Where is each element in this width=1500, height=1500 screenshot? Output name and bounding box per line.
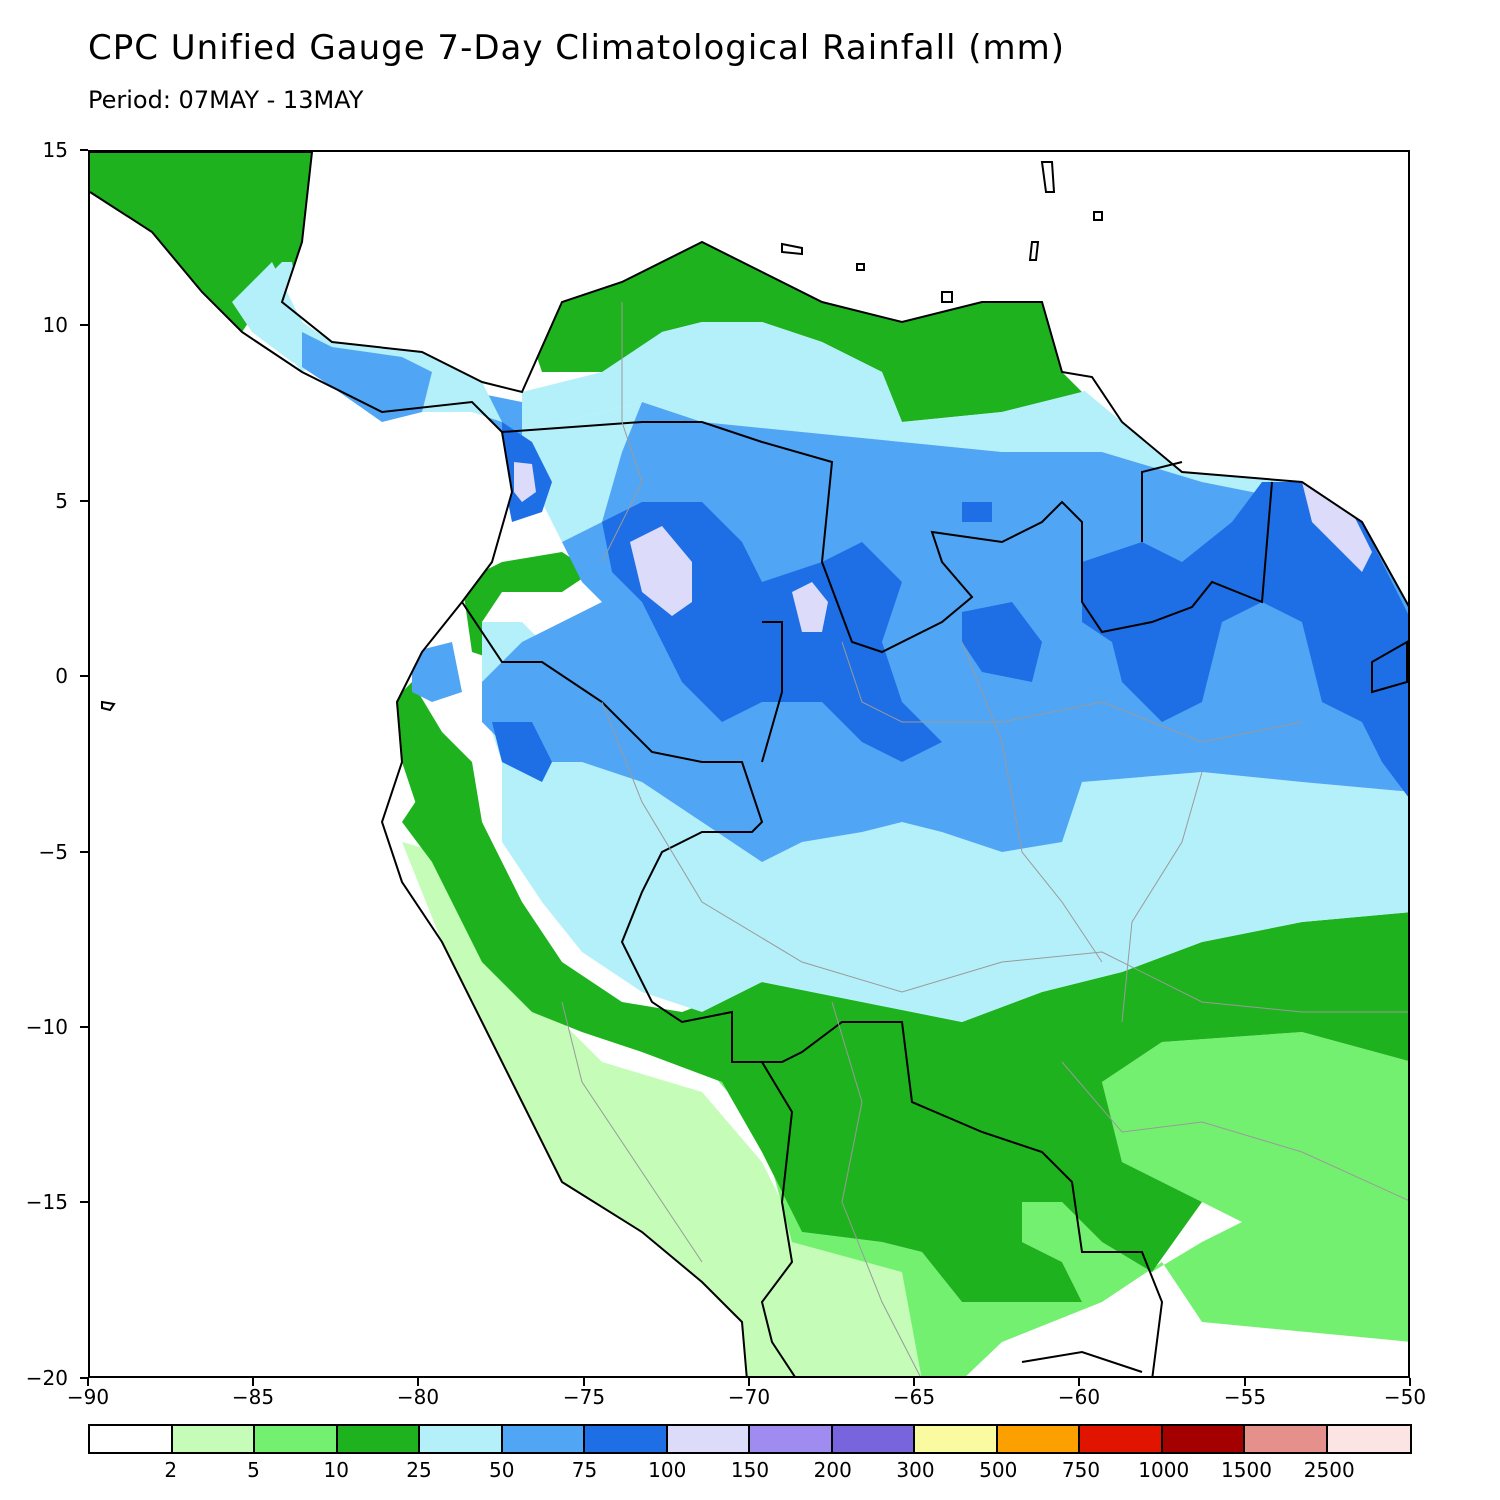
ytick-label: 15 (42, 138, 68, 162)
ytick-mark (80, 1377, 88, 1379)
legend-label: 300 (896, 1458, 935, 1482)
rainfall-map-graphic (90, 152, 1408, 1376)
xtick-label: −55 (1223, 1385, 1267, 1409)
legend-swatch (585, 1426, 668, 1452)
legend-label: 25 (406, 1458, 432, 1482)
rain-100-150-guiana (1302, 482, 1372, 572)
xtick-label: −80 (396, 1385, 440, 1409)
caribbean-sea (282, 152, 1408, 605)
xtick-label: −50 (1383, 1385, 1427, 1409)
xtick-label: −70 (727, 1385, 771, 1409)
rain-10-25-ecuador (392, 552, 592, 842)
panama-land-blue (302, 332, 432, 422)
legend-label: 50 (489, 1458, 515, 1482)
xtick-label: −85 (231, 1385, 275, 1409)
legend-swatch (1245, 1426, 1328, 1452)
legend-swatch (750, 1426, 833, 1452)
ytick-mark (80, 500, 88, 502)
country-borders (90, 152, 1408, 1376)
rain-100-150-colombia (630, 526, 692, 616)
legend-swatch (172, 1426, 255, 1452)
rain-100-150-coast (514, 462, 536, 502)
legend-label: 100 (648, 1458, 687, 1482)
legend-label: 200 (813, 1458, 852, 1482)
central-america-land (90, 152, 312, 302)
legend-swatch (420, 1426, 503, 1452)
rain-75-100-amazon (962, 502, 1042, 682)
legend-swatch (1327, 1426, 1410, 1452)
xtick-label: −90 (66, 1385, 110, 1409)
rain-10-25-north (532, 242, 1082, 422)
rain-50-75-ecuador (412, 642, 462, 702)
pacific-ocean (90, 192, 747, 1376)
legend-swatch (915, 1426, 998, 1452)
color-legend-bar (88, 1424, 1412, 1454)
legend-swatch (90, 1426, 173, 1452)
legend-label: 5 (247, 1458, 260, 1482)
legend-label: 75 (571, 1458, 598, 1482)
legend-swatch (667, 1426, 750, 1452)
xtick-mark (583, 1378, 585, 1386)
legend-swatch (832, 1426, 915, 1452)
xtick-mark (252, 1378, 254, 1386)
legend-label: 2 (164, 1458, 178, 1482)
state-borders (561, 302, 1408, 1376)
rain-5-10 (432, 862, 1408, 1376)
legend-swatch (255, 1426, 338, 1452)
ytick-label: −10 (25, 1015, 68, 1039)
xtick-label: −60 (1057, 1385, 1101, 1409)
rainfall-map (88, 150, 1410, 1378)
legend-swatch (337, 1426, 420, 1452)
rain-75-100-guianas (1082, 482, 1408, 797)
xtick-mark (1078, 1378, 1080, 1386)
ytick-label: 10 (42, 313, 68, 337)
ytick-label: −15 (25, 1190, 68, 1214)
legend-label: 10 (323, 1458, 349, 1482)
legend-label: 500 (979, 1458, 1018, 1482)
rain-25-50-nw-colombia (522, 402, 642, 542)
rain-75-100-peru (492, 722, 552, 782)
xtick-label: −65 (892, 1385, 936, 1409)
legend-label: 1000 (1138, 1458, 1190, 1482)
ytick-mark (80, 149, 88, 151)
map-title: CPC Unified Gauge 7-Day Climatological R… (88, 28, 1066, 68)
legend-label: 2500 (1303, 1458, 1355, 1482)
xtick-label: −75 (562, 1385, 606, 1409)
legend-swatch (1080, 1426, 1163, 1452)
ytick-label: −20 (25, 1366, 68, 1390)
xtick-mark (417, 1378, 419, 1386)
ytick-label: 5 (55, 489, 68, 513)
ytick-mark (80, 1201, 88, 1203)
xtick-mark (1244, 1378, 1246, 1386)
xtick-mark (748, 1378, 750, 1386)
ytick-label: 0 (55, 664, 68, 688)
period-subtitle: Period: 07MAY - 13MAY (88, 86, 364, 114)
ytick-mark (80, 324, 88, 326)
xtick-mark (913, 1378, 915, 1386)
ytick-mark (80, 1026, 88, 1028)
ytick-mark (80, 851, 88, 853)
legend-swatch (502, 1426, 585, 1452)
rain-100-150-amazon (792, 582, 828, 632)
legend-label: 750 (1061, 1458, 1101, 1482)
legend-swatch (1162, 1426, 1245, 1452)
caribbean-islands (101, 161, 1408, 712)
panama-land (232, 262, 502, 422)
ytick-mark (80, 675, 88, 677)
legend-label: 1500 (1221, 1458, 1272, 1482)
ytick-label: −5 (38, 840, 68, 864)
legend-label: 150 (730, 1458, 770, 1482)
rain-25-50-north (522, 322, 1302, 502)
xtick-mark (1409, 1378, 1411, 1386)
legend-swatch (997, 1426, 1080, 1452)
xtick-mark (87, 1378, 89, 1386)
